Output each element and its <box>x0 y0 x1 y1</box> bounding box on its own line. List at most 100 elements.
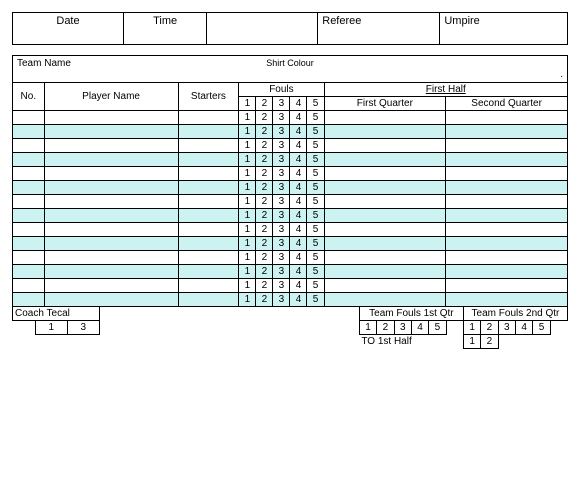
foul-cell[interactable]: 1 <box>239 222 256 236</box>
q2-cell[interactable] <box>446 180 568 194</box>
foul-cell[interactable]: 3 <box>273 264 290 278</box>
q1-cell[interactable] <box>324 110 446 124</box>
q1-cell[interactable] <box>324 222 446 236</box>
player-cell[interactable] <box>44 222 178 236</box>
q1-cell[interactable] <box>324 264 446 278</box>
player-cell[interactable] <box>44 208 178 222</box>
no-cell[interactable] <box>13 264 45 278</box>
foul-cell[interactable]: 4 <box>290 250 307 264</box>
q1-cell[interactable] <box>324 250 446 264</box>
q1-cell[interactable] <box>324 180 446 194</box>
foul-cell[interactable]: 3 <box>273 166 290 180</box>
foul-cell[interactable]: 4 <box>290 194 307 208</box>
foul-cell[interactable]: 4 <box>290 138 307 152</box>
q2-cell[interactable] <box>446 292 568 306</box>
no-cell[interactable] <box>13 180 45 194</box>
foul-cell[interactable]: 4 <box>290 278 307 292</box>
foul-cell[interactable]: 5 <box>307 124 324 138</box>
foul-cell[interactable]: 2 <box>256 222 273 236</box>
foul-cell[interactable]: 4 <box>290 222 307 236</box>
player-cell[interactable] <box>44 152 178 166</box>
tf1-4[interactable]: 4 <box>411 320 428 334</box>
foul-cell[interactable]: 3 <box>273 208 290 222</box>
q2-cell[interactable] <box>446 124 568 138</box>
foul-cell[interactable]: 4 <box>290 152 307 166</box>
foul-cell[interactable]: 4 <box>290 124 307 138</box>
q2-cell[interactable] <box>446 208 568 222</box>
foul-cell[interactable]: 3 <box>273 278 290 292</box>
tf1-3[interactable]: 3 <box>394 320 411 334</box>
foul-cell[interactable]: 1 <box>239 250 256 264</box>
tf1-2[interactable]: 2 <box>377 320 394 334</box>
foul-cell[interactable]: 5 <box>307 208 324 222</box>
starters-cell[interactable] <box>178 166 239 180</box>
foul-cell[interactable]: 3 <box>273 180 290 194</box>
player-cell[interactable] <box>44 236 178 250</box>
foul-cell[interactable]: 3 <box>273 152 290 166</box>
foul-cell[interactable]: 3 <box>273 110 290 124</box>
no-cell[interactable] <box>13 222 45 236</box>
foul-cell[interactable]: 1 <box>239 292 256 306</box>
foul-cell[interactable]: 3 <box>273 124 290 138</box>
foul-cell[interactable]: 5 <box>307 194 324 208</box>
foul-cell[interactable]: 4 <box>290 166 307 180</box>
q2-cell[interactable] <box>446 278 568 292</box>
q1-cell[interactable] <box>324 292 446 306</box>
tf2-4[interactable]: 4 <box>515 320 532 334</box>
starters-cell[interactable] <box>178 194 239 208</box>
no-cell[interactable] <box>13 194 45 208</box>
foul-cell[interactable]: 2 <box>256 110 273 124</box>
no-cell[interactable] <box>13 236 45 250</box>
player-cell[interactable] <box>44 138 178 152</box>
q2-cell[interactable] <box>446 264 568 278</box>
foul-cell[interactable]: 2 <box>256 194 273 208</box>
q1-cell[interactable] <box>324 124 446 138</box>
foul-cell[interactable]: 2 <box>256 292 273 306</box>
foul-cell[interactable]: 5 <box>307 292 324 306</box>
starters-cell[interactable] <box>178 264 239 278</box>
tf2-3[interactable]: 3 <box>498 320 515 334</box>
coach-box-2[interactable]: 3 <box>67 320 99 334</box>
foul-cell[interactable]: 1 <box>239 194 256 208</box>
starters-cell[interactable] <box>178 250 239 264</box>
player-cell[interactable] <box>44 264 178 278</box>
q1-cell[interactable] <box>324 138 446 152</box>
tf2-1[interactable]: 1 <box>463 320 480 334</box>
player-cell[interactable] <box>44 110 178 124</box>
foul-cell[interactable]: 4 <box>290 292 307 306</box>
foul-cell[interactable]: 4 <box>290 236 307 250</box>
foul-cell[interactable]: 1 <box>239 180 256 194</box>
q1-cell[interactable] <box>324 166 446 180</box>
foul-cell[interactable]: 1 <box>239 152 256 166</box>
foul-cell[interactable]: 5 <box>307 222 324 236</box>
starters-cell[interactable] <box>178 292 239 306</box>
q2-cell[interactable] <box>446 236 568 250</box>
foul-cell[interactable]: 2 <box>256 250 273 264</box>
q2-cell[interactable] <box>446 222 568 236</box>
player-cell[interactable] <box>44 292 178 306</box>
q1-cell[interactable] <box>324 208 446 222</box>
foul-cell[interactable]: 5 <box>307 236 324 250</box>
player-cell[interactable] <box>44 194 178 208</box>
foul-cell[interactable]: 3 <box>273 194 290 208</box>
foul-cell[interactable]: 5 <box>307 180 324 194</box>
foul-cell[interactable]: 1 <box>239 278 256 292</box>
no-cell[interactable] <box>13 250 45 264</box>
no-cell[interactable] <box>13 166 45 180</box>
q2-cell[interactable] <box>446 152 568 166</box>
to-box-1[interactable]: 1 <box>463 334 480 348</box>
starters-cell[interactable] <box>178 222 239 236</box>
foul-cell[interactable]: 3 <box>273 236 290 250</box>
q2-cell[interactable] <box>446 194 568 208</box>
no-cell[interactable] <box>13 110 45 124</box>
foul-cell[interactable]: 1 <box>239 166 256 180</box>
player-cell[interactable] <box>44 278 178 292</box>
foul-cell[interactable]: 4 <box>290 208 307 222</box>
q1-cell[interactable] <box>324 236 446 250</box>
q2-cell[interactable] <box>446 166 568 180</box>
foul-cell[interactable]: 3 <box>273 138 290 152</box>
tf1-5[interactable]: 5 <box>429 320 446 334</box>
foul-cell[interactable]: 5 <box>307 152 324 166</box>
foul-cell[interactable]: 2 <box>256 124 273 138</box>
no-cell[interactable] <box>13 208 45 222</box>
